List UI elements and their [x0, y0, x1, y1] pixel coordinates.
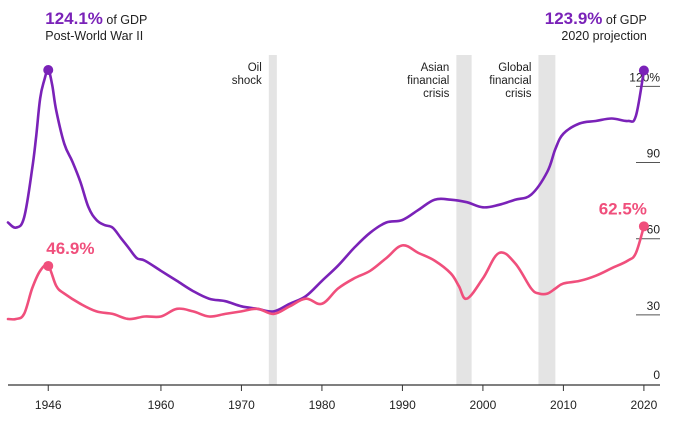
x-tick-label: 1980 — [309, 398, 336, 412]
annotation-label: 123.9% of GDP — [545, 9, 647, 28]
event-label: financial — [407, 75, 449, 87]
annotation-subtitle: Post-World War II — [45, 29, 143, 43]
annotation-label: 124.1% of GDP — [45, 9, 147, 28]
event-label: crisis — [505, 88, 531, 100]
x-tick-label: 1960 — [148, 398, 175, 412]
y-tick-label: 120% — [629, 70, 660, 84]
event-label: financial — [489, 75, 531, 87]
annotation-dot — [638, 221, 649, 232]
series-line-gross-debt — [6, 68, 646, 313]
x-tick-label: 1946 — [35, 398, 62, 412]
annotation-value: 62.5% — [599, 199, 647, 218]
event-band — [268, 55, 277, 385]
event-band — [538, 55, 556, 385]
event-label: Oil — [248, 62, 262, 74]
annotation-suffix: of GDP — [602, 13, 646, 27]
series-line-public-debt — [6, 225, 646, 321]
event-label: shock — [232, 75, 262, 87]
x-tick-label: 2000 — [470, 398, 497, 412]
annotation-suffix: of GDP — [103, 13, 147, 27]
event-label: Asian — [421, 62, 450, 74]
event-band — [456, 55, 472, 385]
annotation-dot — [638, 65, 649, 76]
y-tick-label: 0 — [653, 368, 660, 382]
y-tick-label: 60 — [647, 223, 661, 237]
x-tick-label: 1990 — [389, 398, 416, 412]
y-tick-label: 90 — [647, 147, 661, 161]
annotation-subtitle: 2020 projection — [561, 29, 647, 43]
event-label: Global — [498, 62, 531, 74]
x-tick-label: 2020 — [631, 398, 658, 412]
x-tick-label: 2010 — [550, 398, 577, 412]
annotation-value: 124.1% — [45, 9, 103, 28]
event-label: crisis — [423, 88, 449, 100]
annotation-value: 46.9% — [46, 239, 94, 258]
annotation-dot — [43, 64, 54, 75]
y-tick-label: 30 — [647, 299, 661, 313]
x-tick-label: 1970 — [228, 398, 255, 412]
annotation-dot — [43, 260, 54, 271]
annotation-value: 123.9% — [545, 9, 603, 28]
